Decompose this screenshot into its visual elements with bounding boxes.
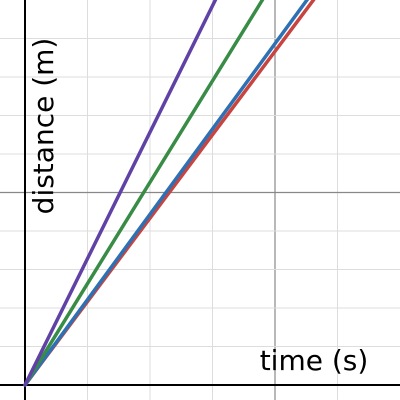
data-line xyxy=(23,0,265,387)
lines xyxy=(23,0,316,387)
data-line xyxy=(23,0,310,387)
data-line xyxy=(23,0,218,387)
y-axis-label: distance (m) xyxy=(27,38,60,215)
x-axis-label: time (s) xyxy=(260,344,369,377)
